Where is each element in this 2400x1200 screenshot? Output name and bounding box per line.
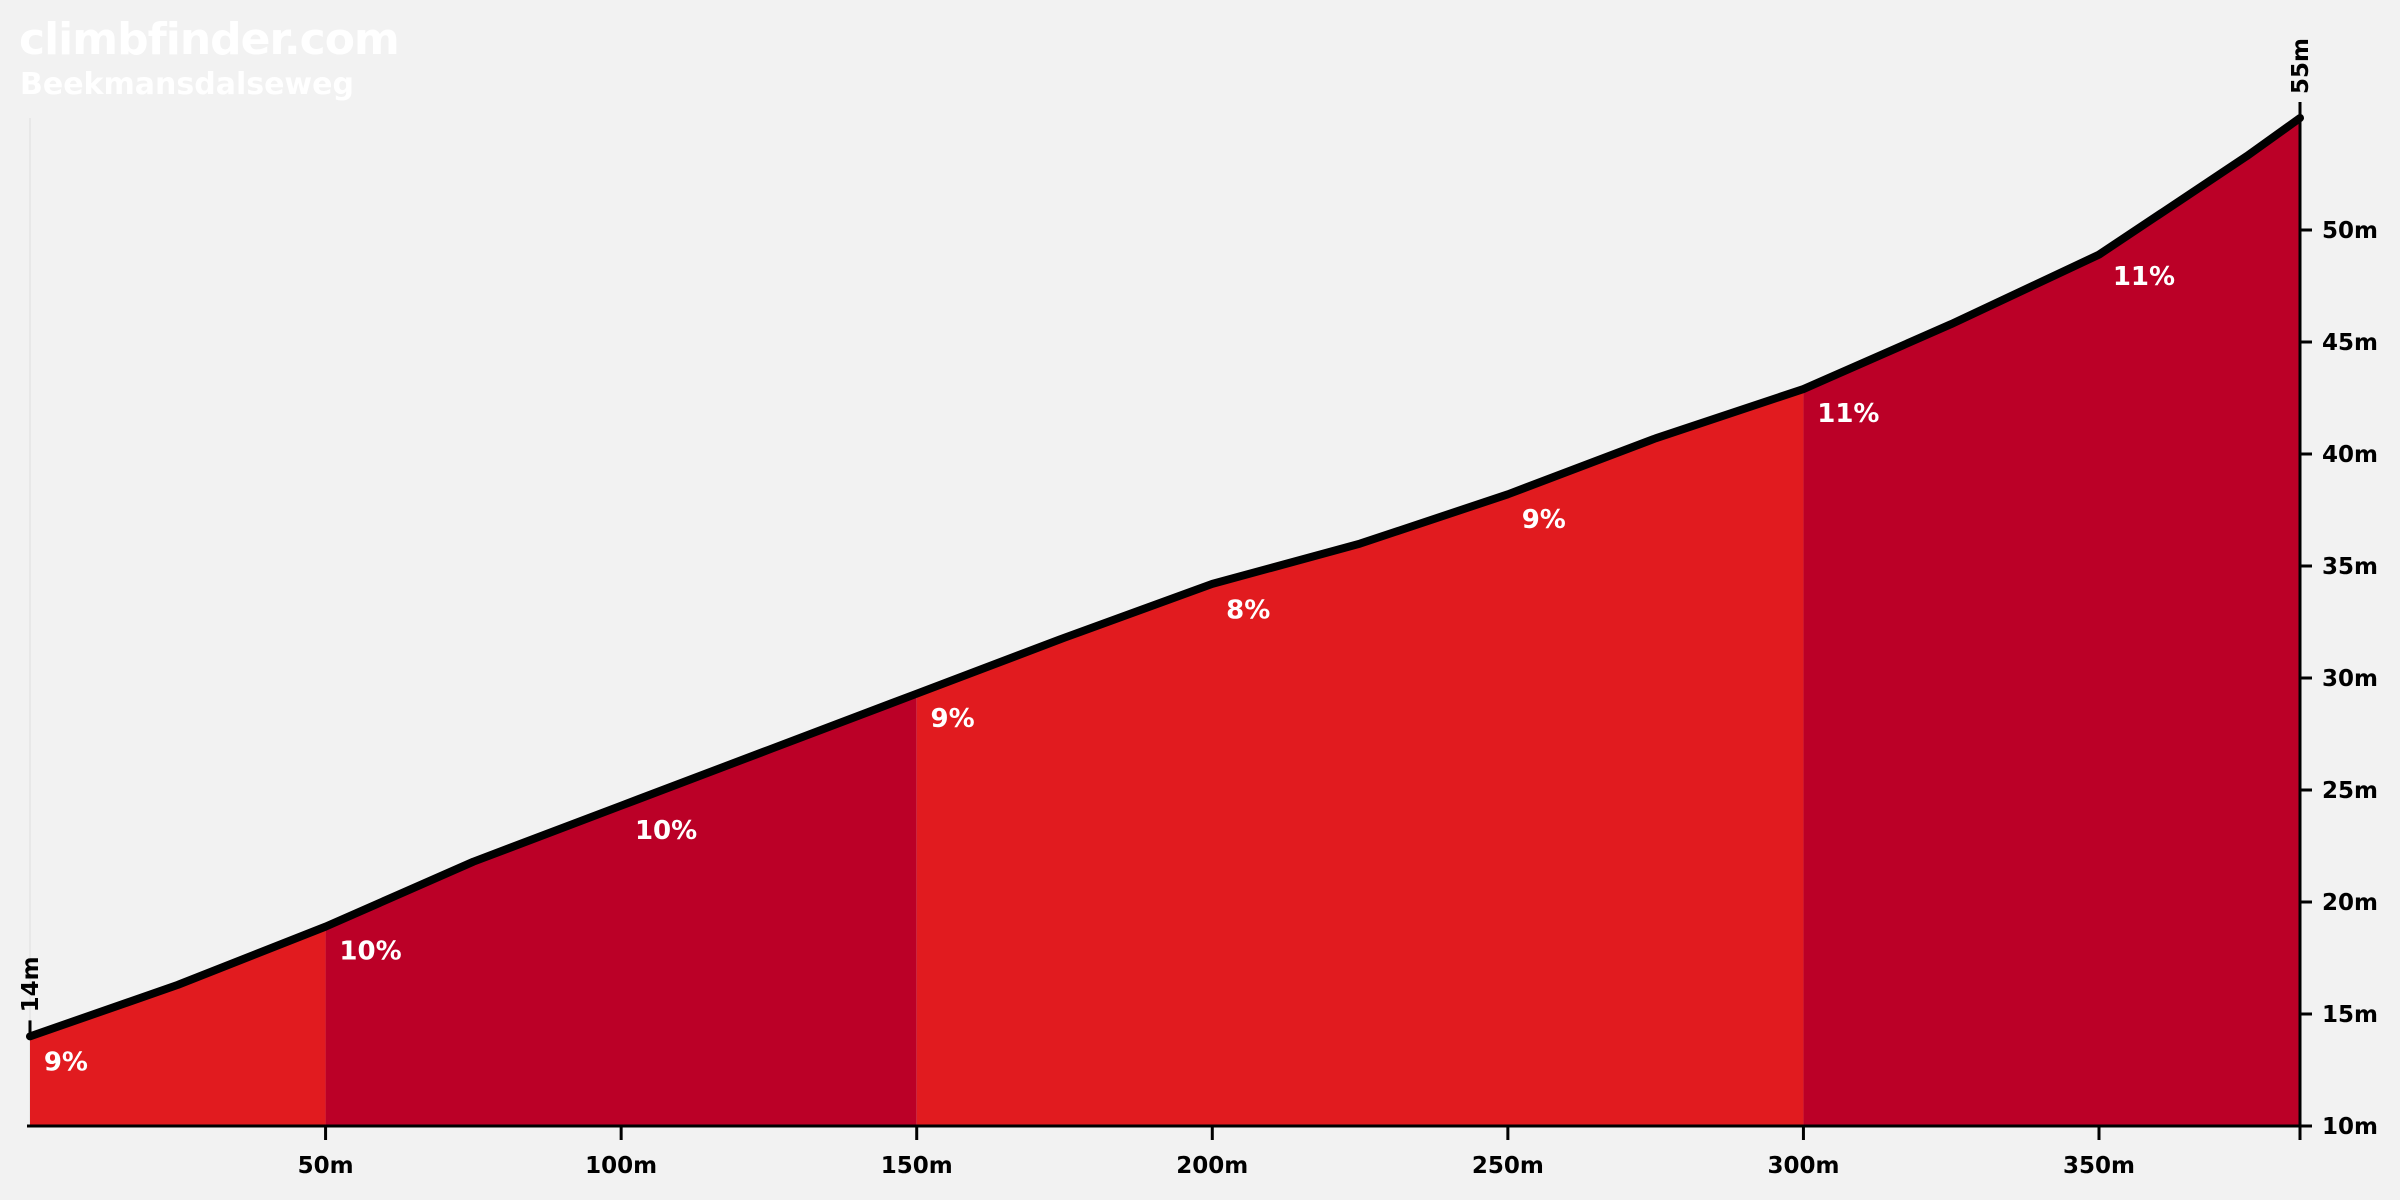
y-tick-label: 30m — [2322, 666, 2378, 692]
grade-label: 9% — [1522, 505, 1566, 535]
grade-label: 8% — [1226, 596, 1270, 626]
y-tick-label: 15m — [2322, 1002, 2378, 1028]
profile-line — [26, 114, 2304, 1041]
x-tick-label: 50m — [298, 1153, 354, 1179]
site-brand: climbfinder.com — [19, 14, 400, 65]
y-tick-label: 40m — [2322, 442, 2378, 468]
x-tick-label: 250m — [1472, 1153, 1544, 1179]
grade-label: 9% — [44, 1047, 88, 1077]
grade-label: 10% — [339, 936, 401, 966]
grade-label: 11% — [1817, 399, 1879, 429]
profile-segment-4 — [1803, 118, 2300, 1126]
grade-label: 9% — [931, 704, 975, 734]
profile-segment-2 — [325, 693, 917, 1126]
x-tick-label: 100m — [585, 1153, 657, 1179]
profile-segment-3 — [916, 389, 1804, 1126]
x-tick-label: 350m — [2063, 1153, 2135, 1179]
climb-name: Beekmansdalseweg — [20, 67, 354, 102]
y-tick-label: 50m — [2322, 218, 2378, 244]
y-tick-label: 35m — [2322, 554, 2378, 580]
start-elevation-label: 14m — [18, 956, 44, 1012]
y-tick-label: 25m — [2322, 778, 2378, 804]
end-elevation-label: 55m — [2288, 38, 2314, 94]
y-tick-label: 10m — [2322, 1114, 2378, 1140]
x-tick-label: 150m — [881, 1153, 953, 1179]
y-tick-label: 20m — [2322, 890, 2378, 916]
x-tick-label: 200m — [1176, 1153, 1248, 1179]
grade-label: 10% — [635, 816, 697, 846]
grade-label: 11% — [2113, 262, 2175, 292]
x-tick-label: 300m — [1767, 1153, 1839, 1179]
y-tick-label: 45m — [2322, 330, 2378, 356]
profile-segment-1 — [30, 926, 326, 1126]
